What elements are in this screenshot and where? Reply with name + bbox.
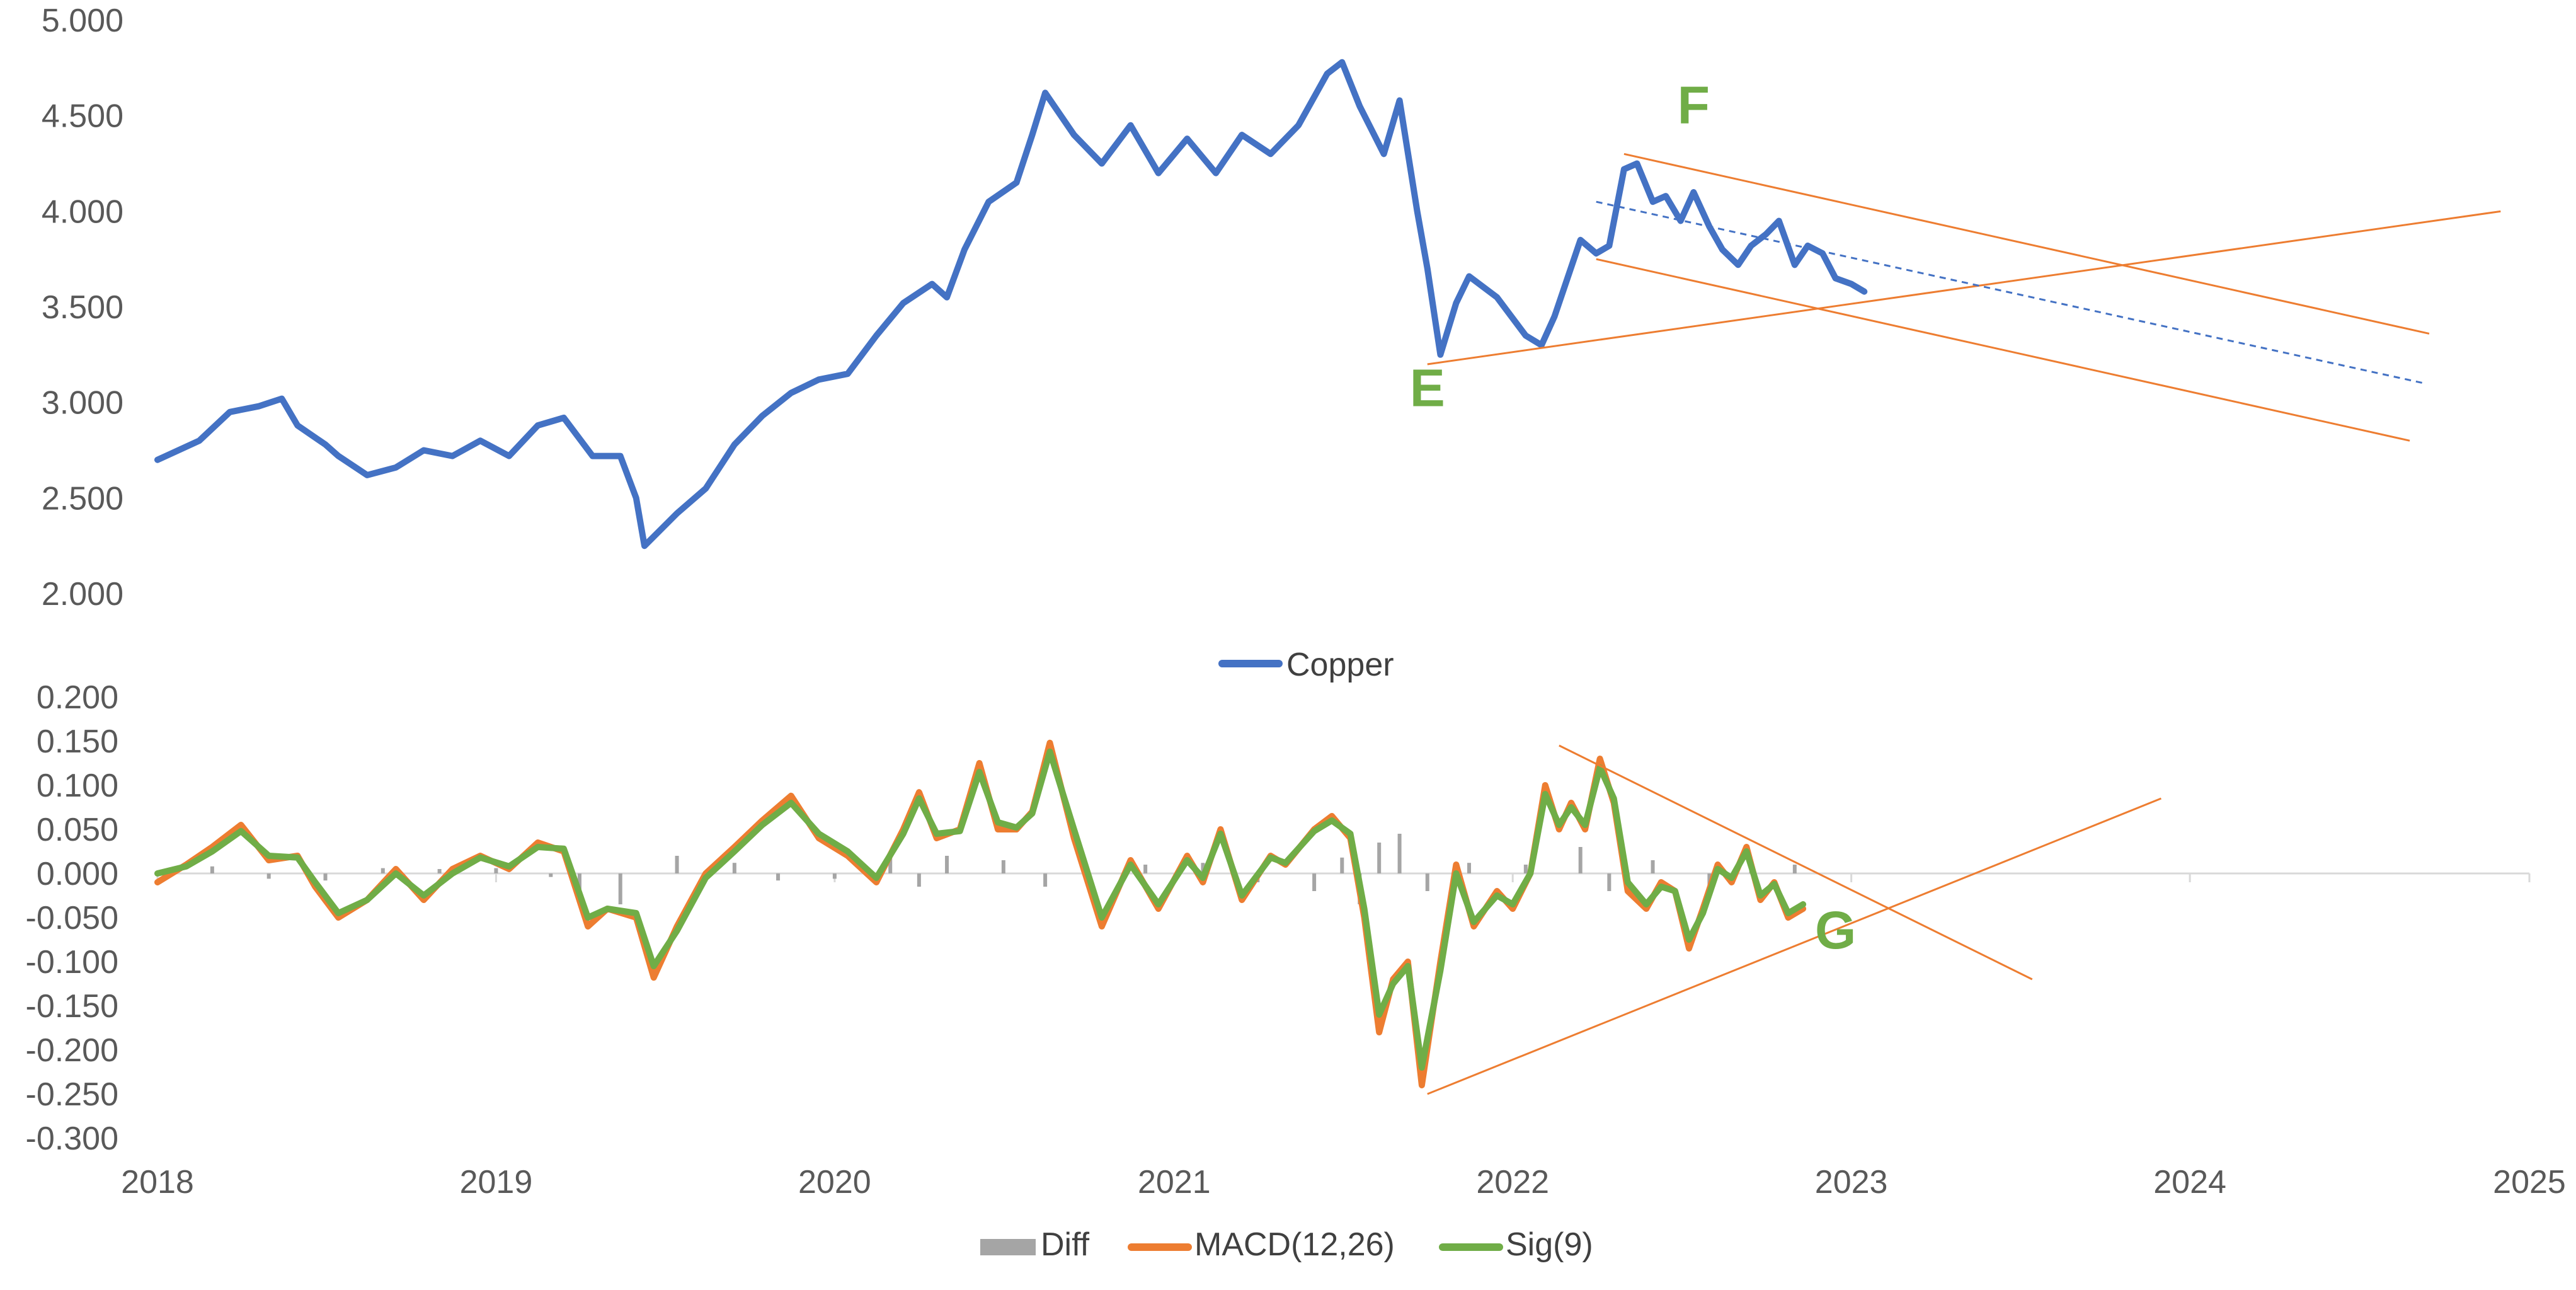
macd-y-tick-label: -0.150 — [26, 988, 118, 1025]
diff-bar — [1523, 865, 1528, 873]
trendline — [1559, 744, 2033, 981]
macd-y-tick-label: 0.150 — [37, 723, 118, 760]
diff-bar — [210, 866, 214, 873]
macd-y-tick-label: 0.100 — [37, 768, 118, 804]
price-y-tick-label: 2.000 — [42, 576, 123, 613]
macd-legend-label: MACD(12,26) — [1194, 1226, 1395, 1263]
diff-bar — [1377, 843, 1382, 873]
diff-bar — [776, 873, 781, 881]
macd-y-tick-label: -0.100 — [26, 944, 118, 981]
diff-bar — [917, 873, 921, 887]
diff-bar — [577, 873, 581, 893]
x-axis-tick-label: 2025 — [2493, 1164, 2566, 1201]
trendline — [1427, 797, 2162, 1095]
diff-bar — [494, 868, 498, 873]
diff-bar — [945, 856, 949, 873]
x-axis-tick-label: 2020 — [798, 1164, 871, 1201]
diff-legend-label: Diff — [1041, 1226, 1090, 1263]
diff-bar — [1467, 863, 1472, 873]
price-y-tick-label: 4.000 — [42, 193, 123, 230]
diff-bar — [1043, 873, 1048, 887]
diff-bar — [1578, 847, 1583, 873]
trendline — [1623, 153, 2430, 335]
x-axis-tick-label: 2021 — [1138, 1164, 1211, 1201]
dashed-trendline — [1596, 200, 2425, 384]
x-axis-tick-label: 2024 — [2153, 1164, 2226, 1201]
diff-bar — [381, 868, 385, 873]
diff-bar — [1607, 873, 1611, 891]
copper-legend: Copper — [1218, 647, 1394, 683]
signal-legend-label: Sig(9) — [1506, 1226, 1593, 1263]
macd-legend: Diff MACD(12,26) Sig(9) — [980, 1226, 1593, 1263]
diff-bar — [1312, 873, 1317, 891]
diff-bar — [1397, 834, 1402, 873]
sig-9-series-line — [154, 748, 1807, 1071]
diff-bar — [732, 863, 736, 873]
price-y-tick-label: 5.000 — [42, 3, 123, 39]
diff-bar — [549, 873, 553, 877]
macd-y-tick-label: 0.050 — [37, 812, 118, 848]
diff-bar — [618, 873, 622, 904]
x-axis-tick-label: 2018 — [121, 1164, 194, 1201]
diff-bar — [888, 857, 893, 873]
diff-bar — [1001, 860, 1005, 873]
diff-bar — [1143, 865, 1148, 873]
diff-bar — [675, 856, 679, 873]
copper-legend-label: Copper — [1286, 647, 1394, 683]
macd-y-tick-label: 0.200 — [37, 679, 118, 716]
trendline — [1427, 210, 2501, 366]
diff-bar — [323, 873, 328, 881]
price-y-tick-label: 3.500 — [42, 289, 123, 326]
diff-bar — [266, 873, 271, 879]
x-axis-tick-label: 2022 — [1476, 1164, 1549, 1201]
price-y-tick-label: 3.000 — [42, 385, 123, 422]
pattern-label-e: E — [1410, 359, 1445, 418]
diff-bar — [437, 869, 442, 873]
x-axis-tick-label: 2023 — [1815, 1164, 1888, 1201]
trendline — [1596, 258, 2410, 442]
diff-bar — [1340, 857, 1344, 873]
diff-bar — [1792, 865, 1797, 873]
pattern-label-g: G — [1815, 901, 1856, 960]
pattern-label-f: F — [1678, 76, 1710, 135]
macd-panel: 0.200 0.150 0.100 0.050 0.000 -0.050 -0.100 -0.… — [26, 679, 2566, 1201]
diff-bar — [1201, 863, 1205, 873]
macd-y-tick-label: -0.200 — [26, 1032, 118, 1069]
diff-legend-swatch — [980, 1239, 1036, 1255]
diff-bar — [832, 873, 837, 879]
macd-y-tick-label: -0.250 — [26, 1076, 118, 1113]
macd-12-26-series-line — [154, 739, 1807, 1088]
copper-series-line — [154, 59, 1868, 550]
x-axis-tick-label: 2019 — [460, 1164, 533, 1201]
macd-y-tick-label: -0.050 — [26, 900, 118, 936]
macd-y-tick-label: 0.000 — [37, 856, 118, 892]
price-y-tick-label: 2.500 — [42, 480, 123, 517]
diff-bar — [1425, 873, 1429, 891]
macd-y-tick-label: -0.300 — [26, 1120, 118, 1157]
diff-bar — [1651, 860, 1655, 873]
price-y-tick-label: 4.500 — [42, 98, 123, 135]
copper-price-panel: 5.000 4.500 4.000 3.500 3.000 2.500 2.000 E F — [42, 3, 2501, 613]
